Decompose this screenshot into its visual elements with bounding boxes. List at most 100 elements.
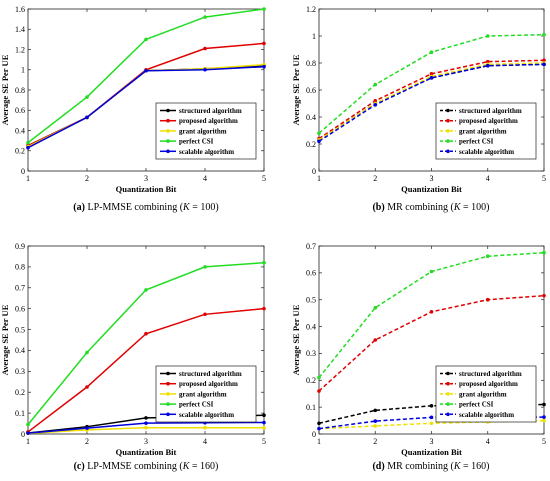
y-tick-label: 0.4	[306, 322, 316, 331]
data-point	[429, 404, 434, 408]
caption-k: K	[453, 202, 461, 213]
legend-marker	[166, 118, 170, 123]
y-tick-label: 0	[312, 430, 316, 439]
legend-entry: structured algorithm	[179, 107, 242, 115]
legend: structured algorithm proposed algorithm gr…	[435, 365, 537, 423]
data-point	[203, 265, 207, 269]
data-point	[26, 422, 30, 427]
y-tick-label: 0.8	[15, 263, 25, 272]
legend-marker	[446, 412, 450, 417]
data-point	[144, 331, 148, 336]
series-perfect-csi	[26, 7, 266, 145]
caption-text: MR combining (	[384, 461, 454, 472]
legend-marker	[166, 149, 170, 154]
x-axis-label: Quantization Bit	[116, 184, 177, 194]
panel-caption: (a) LP-MMSE combining (K = 100)	[26, 202, 266, 213]
data-point	[373, 99, 378, 103]
data-point	[429, 310, 434, 314]
data-point	[317, 375, 321, 380]
legend-entry: scalable algorithm	[459, 411, 514, 419]
data-point	[85, 426, 89, 430]
y-axis-label: Average SE Per UE	[291, 54, 301, 125]
legend-entry: structured algorithm	[459, 370, 522, 378]
x-tick-label: 1	[26, 437, 30, 446]
data-point	[373, 305, 378, 310]
caption-letter: (b)	[372, 202, 385, 213]
data-point	[144, 68, 148, 73]
caption-text: MR combining (	[384, 202, 454, 213]
y-tick-label: 1	[21, 66, 25, 75]
data-point	[542, 293, 546, 298]
y-tick-label: 0.1	[15, 409, 25, 418]
legend-marker	[166, 108, 170, 113]
data-point	[262, 41, 266, 46]
x-tick-label: 1	[317, 437, 321, 446]
legend-entry: perfect CSI	[459, 138, 494, 146]
y-tick-label: 1.2	[15, 45, 25, 54]
x-tick-label: 4	[203, 437, 207, 446]
caption-k: K	[453, 461, 461, 472]
x-tick-label: 4	[486, 437, 490, 446]
data-point	[85, 115, 89, 120]
legend-entry: proposed algorithm	[459, 117, 518, 125]
data-point	[85, 385, 89, 389]
data-point	[485, 59, 490, 64]
data-point	[203, 15, 207, 19]
y-tick-label: 0.2	[306, 140, 316, 149]
data-point	[317, 426, 321, 431]
legend-entry: grant algorithm	[459, 390, 507, 398]
y-tick-label: 0.4	[15, 126, 25, 135]
x-tick-label: 5	[542, 437, 546, 446]
series-scalable-algorithm	[26, 64, 266, 150]
legend-entry: proposed algorithm	[459, 380, 518, 388]
data-point	[373, 408, 378, 413]
series-perfect-csi	[317, 250, 546, 380]
legend-marker	[166, 402, 170, 406]
y-axis-label: Average SE Per UE	[0, 304, 10, 375]
x-tick-label: 4	[203, 174, 207, 183]
data-point	[85, 95, 89, 99]
caption-k: K	[182, 461, 190, 472]
y-tick-label: 0.3	[306, 349, 316, 358]
y-tick-label: 0	[21, 167, 25, 176]
data-point	[542, 415, 546, 419]
data-point	[262, 64, 266, 69]
y-tick-label: 1.6	[15, 5, 25, 14]
data-point	[429, 76, 434, 80]
legend-entry: proposed algorithm	[179, 380, 238, 388]
series-perfect-csi	[317, 32, 546, 135]
y-tick-label: 0.9	[15, 242, 25, 251]
y-tick-label: 0.4	[306, 113, 316, 122]
y-tick-label: 0.5	[15, 325, 25, 334]
data-point	[317, 139, 321, 144]
chart-panel-4: 0 0.1 0.2 0.3 0.4 0.5 0.6 0.7 1 2 3 4 5 Quantization …	[291, 242, 546, 457]
y-tick-label: 0.7	[306, 242, 316, 251]
data-point	[144, 425, 148, 430]
legend-marker	[446, 402, 450, 406]
caption-k: K	[183, 202, 190, 213]
legend-marker	[166, 139, 170, 143]
y-tick-label: 0.6	[306, 269, 316, 278]
legend-marker	[166, 381, 170, 386]
legend-entry: scalable algorithm	[179, 411, 234, 419]
caption-letter: (d)	[372, 461, 385, 472]
x-tick-label: 5	[262, 437, 266, 446]
panel-caption: (d) MR combining (K = 160)	[311, 461, 550, 472]
x-axis-label: Quantization Bit	[116, 447, 177, 457]
data-point	[203, 312, 207, 317]
x-axis-label: Quantization Bit	[401, 184, 462, 194]
data-point	[317, 131, 321, 135]
data-point	[542, 418, 546, 423]
legend-entry: grant algorithm	[459, 127, 507, 135]
data-point	[373, 424, 378, 428]
legend-entry: structured algorithm	[179, 370, 242, 378]
y-tick-label: 0.1	[306, 403, 316, 412]
data-point	[262, 420, 266, 425]
data-point	[144, 37, 148, 42]
x-tick-label: 1	[26, 174, 30, 183]
x-tick-label: 1	[317, 174, 321, 183]
data-point	[144, 416, 148, 420]
legend-entry: perfect CSI	[459, 401, 494, 409]
y-tick-label: 0.4	[15, 346, 25, 355]
legend-entry: scalable algorithm	[459, 148, 514, 156]
